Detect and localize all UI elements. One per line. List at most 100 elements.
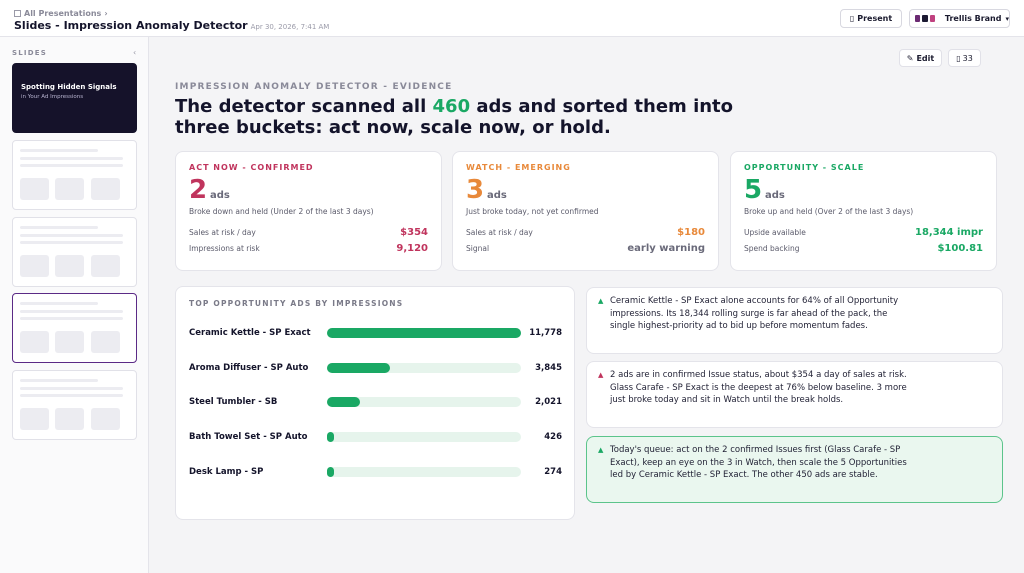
chart-bar-row: Steel Tumbler - SB 2,021 [189, 396, 562, 408]
kpi-row-value: $180 [677, 226, 705, 238]
kpi-card-watch: WATCH - EMERGING 3 ads Just broke today,… [452, 151, 719, 271]
pencil-icon: ✎ [906, 53, 914, 63]
kpi-label: ACT NOW - CONFIRMED [189, 163, 314, 172]
slide-headline: The detector scanned all 460 ads and sor… [175, 96, 735, 138]
thumbnail-placeholder [20, 255, 49, 277]
presentation-title: Slides - Impression Anomaly Detector [14, 19, 248, 32]
comments-count: 33 [962, 53, 973, 63]
brand-swatch [915, 15, 921, 22]
triangle-up-icon: ▲ [598, 297, 604, 305]
chart-category-label: Bath Towel Set - SP Auto [189, 432, 308, 443]
slide-thumbnail-5[interactable] [12, 370, 137, 440]
kpi-label: OPPORTUNITY - SCALE [744, 163, 865, 172]
kpi-row-key: Impressions at risk [189, 243, 260, 253]
kpi-row: Signal early warning [466, 241, 705, 255]
kpi-card-opportunity: OPPORTUNITY - SCALE 5 ads Broke up and h… [730, 151, 997, 271]
chart-value-label: 11,778 [529, 328, 562, 338]
thumbnail-placeholder [55, 331, 84, 353]
thumbnail-placeholder [20, 317, 123, 320]
comment-icon: ▯ [956, 53, 961, 63]
chart-bar [327, 432, 335, 443]
slide-thumbnail-title: Spotting Hidden Signals [21, 83, 117, 91]
slide-thumbnail-subtitle: in Your Ad Impressions [21, 94, 84, 100]
thumbnail-placeholder [91, 178, 120, 200]
slide-eyebrow: IMPRESSION ANOMALY DETECTOR - EVIDENCE [175, 82, 453, 92]
thumbnail-placeholder [20, 234, 123, 237]
kpi-row-value: $354 [400, 226, 428, 238]
sidebar-heading: SLIDES [12, 49, 47, 57]
slide-thumbnail-3[interactable] [12, 217, 137, 287]
thumbnail-placeholder [20, 310, 123, 313]
kpi-label: WATCH - EMERGING [466, 163, 571, 172]
slides-sidebar: SLIDES ‹ 1 Spotting Hidden Signals in Yo… [0, 37, 149, 573]
comments-button[interactable]: ▯ 33 [948, 49, 981, 67]
kpi-row-value: 18,344 impr [914, 226, 983, 238]
kpi-row-value: early warning [627, 242, 705, 254]
kpi-row-key: Spend backing [744, 243, 800, 253]
kpi-count: 2 [189, 175, 208, 205]
chart-value-label: 426 [544, 432, 562, 443]
kpi-unit: ads [487, 190, 507, 201]
brand-swatch [929, 15, 935, 22]
slide-thumbnail-4[interactable] [12, 293, 137, 363]
page-title: Slides - Impression Anomaly Detector Apr … [14, 19, 329, 32]
edit-button[interactable]: ✎ Edit [899, 49, 942, 67]
slide-thumbnail-1[interactable]: Spotting Hidden Signals in Your Ad Impre… [12, 63, 137, 133]
kpi-description: Just broke today, not yet confirmed [466, 207, 599, 216]
thumbnail-placeholder [20, 241, 123, 244]
chart-bar-row: Desk Lamp - SP 274 [189, 466, 562, 478]
chart-value-label: 2,021 [535, 397, 562, 408]
chart-bar-track [327, 397, 521, 408]
thumbnail-placeholder [20, 157, 123, 160]
thumbnail-placeholder [20, 178, 49, 200]
headline-ad-count: 460 [432, 96, 471, 117]
breadcrumb-all-presentations[interactable]: All Presentations [24, 9, 102, 18]
chart-bar-row: Aroma Diffuser - SP Auto 3,845 [189, 362, 562, 374]
presentation-date: Apr 30, 2026, 7:41 AM [250, 23, 330, 31]
chart-bar [327, 397, 361, 408]
thumbnail-placeholder [55, 178, 84, 200]
kpi-row: Sales at risk / day $354 [189, 225, 428, 239]
insight-text: 2 ads are in confirmed Issue status, abo… [610, 370, 907, 405]
chart-category-label: Desk Lamp - SP [189, 466, 264, 477]
present-label: Present [857, 14, 893, 23]
chart-bar-track [327, 362, 521, 373]
headline-text: The detector scanned all [175, 96, 433, 117]
presentations-grid-icon [14, 10, 21, 17]
breadcrumb-separator: › [104, 9, 108, 18]
kpi-row-key: Sales at risk / day [466, 227, 533, 237]
chart-title: TOP OPPORTUNITY ADS BY IMPRESSIONS [189, 299, 404, 308]
brand-name: Trellis Brand [944, 14, 1002, 23]
thumbnail-placeholder [91, 331, 120, 353]
present-button[interactable]: ▯ Present [840, 9, 902, 28]
slide-thumbnail-2[interactable] [12, 140, 137, 210]
thumbnail-placeholder [20, 226, 98, 229]
insight-note-highlighted: ▲ Today's queue: act on the 2 confirmed … [586, 436, 1003, 503]
kpi-unit: ads [210, 190, 230, 201]
collapse-sidebar-icon[interactable]: ‹ [133, 48, 137, 57]
chart-bar-track [327, 432, 521, 443]
thumbnail-placeholder [55, 255, 84, 277]
insight-note: ▲ 2 ads are in confirmed Issue status, a… [586, 361, 1003, 428]
thumbnail-placeholder [20, 387, 123, 390]
insight-text: Ceramic Kettle - SP Exact alone accounts… [610, 296, 899, 331]
thumbnail-placeholder [20, 149, 98, 152]
thumbnail-placeholder [20, 408, 49, 430]
kpi-row: Upside available 18,344 impr [744, 225, 983, 239]
breadcrumb[interactable]: All Presentations › [14, 9, 108, 18]
chart-category-label: Steel Tumbler - SB [189, 397, 278, 408]
chart-category-label: Ceramic Kettle - SP Exact [189, 328, 311, 338]
chart-category-label: Aroma Diffuser - SP Auto [189, 362, 309, 373]
kpi-row-value: 9,120 [396, 242, 428, 254]
chart-bar-track [327, 328, 521, 338]
headline-text: ads and sorted them into three buckets: … [175, 96, 734, 138]
brand-swatch [922, 15, 928, 22]
brand-selector[interactable]: Trellis Brand ▾ [909, 9, 1010, 28]
kpi-row-value: $100.81 [937, 242, 983, 254]
thumbnail-placeholder [20, 394, 123, 397]
chart-bar [327, 362, 391, 373]
thumbnail-placeholder [20, 379, 98, 382]
triangle-up-icon: ▲ [598, 446, 604, 454]
kpi-row: Impressions at risk 9,120 [189, 241, 428, 255]
kpi-row-key: Sales at risk / day [189, 227, 256, 237]
